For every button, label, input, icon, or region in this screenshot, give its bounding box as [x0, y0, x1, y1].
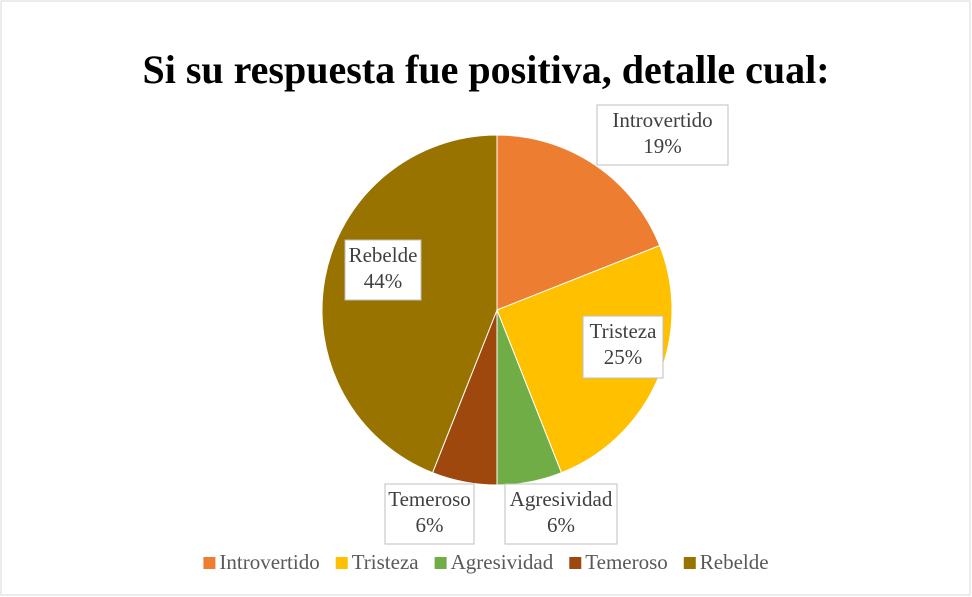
legend-label: Introvertido: [219, 550, 319, 574]
pie-slice: [321, 134, 498, 474]
data-label-value: 6%: [416, 513, 444, 537]
data-label-value: 19%: [643, 134, 682, 158]
legend-swatch: [335, 557, 348, 569]
data-label-value: 6%: [547, 513, 575, 537]
chart-title: Si su respuesta fue positiva, detalle cu…: [142, 47, 829, 92]
legend-label: Agresividad: [451, 550, 554, 574]
legend-swatch: [203, 557, 216, 569]
data-label-category: Agresividad: [510, 487, 613, 511]
pie-slice: [496, 134, 661, 311]
data-label-box: [596, 104, 729, 166]
data-label-box: [582, 315, 664, 379]
legend-label: Rebelde: [700, 550, 769, 574]
data-label-value: 44%: [364, 269, 403, 293]
data-label-category: Introvertido: [612, 108, 712, 132]
data-label-box: [504, 483, 618, 545]
data-label-box: [344, 239, 422, 301]
data-label-box: [384, 483, 475, 545]
data-label-category: Tristeza: [590, 319, 658, 343]
legend-label: Tristeza: [352, 550, 420, 574]
legend-swatch: [683, 557, 696, 569]
data-label-category: Temeroso: [388, 487, 471, 511]
legend-swatch: [569, 557, 582, 569]
data-label-value: 25%: [604, 345, 643, 369]
data-label-category: Rebelde: [349, 243, 418, 267]
legend-label: Temeroso: [585, 550, 668, 574]
legend-swatch: [434, 557, 447, 569]
